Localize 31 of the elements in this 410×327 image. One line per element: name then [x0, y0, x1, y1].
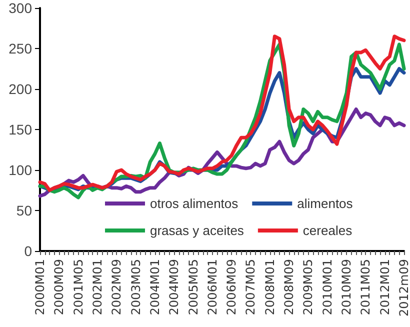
- x-tick-label: 2005M05: [186, 259, 200, 316]
- legend-label: otros alimentos: [150, 196, 239, 211]
- y-tick-label: 0: [24, 243, 32, 259]
- legend-label: grasas y aceites: [150, 223, 244, 238]
- x-tick-label: 2008M01: [262, 259, 277, 316]
- x-tick-label: 2001M05: [71, 259, 86, 316]
- x-tick-label: 2004M09: [167, 259, 182, 316]
- x-tick-label: 2010M09: [340, 259, 354, 316]
- x-tick-label: 2003M05: [128, 259, 143, 316]
- legend-label: alimentos: [297, 196, 354, 211]
- x-tick-label: 2006M09: [224, 259, 239, 316]
- y-tick-label: 300: [8, 0, 32, 16]
- x-tick-label: 2010M01: [320, 259, 334, 316]
- x-tick-label: 2008M09: [282, 259, 296, 316]
- y-tick-label: 250: [8, 40, 32, 56]
- x-tick-label: 2009M05: [301, 259, 316, 316]
- x-tick-label: 2012m09: [397, 259, 410, 316]
- y-tick-label: 150: [8, 122, 32, 138]
- legend-label: cereales: [302, 223, 353, 238]
- x-tick-label: 2012M01: [378, 259, 392, 316]
- x-tick-label: 2002M01: [90, 259, 104, 316]
- y-tick-label: 50: [16, 202, 32, 218]
- x-tick-label: 2006M01: [205, 259, 220, 316]
- x-tick-label: 2004M01: [148, 259, 162, 316]
- x-tick-label: 2011M05: [358, 259, 373, 316]
- x-tick-label: 2000M09: [52, 259, 66, 316]
- y-tick-label: 200: [8, 81, 32, 97]
- x-tick-label: 2000M01: [33, 259, 47, 316]
- x-tick-label: 2002M09: [110, 259, 124, 316]
- x-tick-label: 2007M05: [244, 259, 258, 316]
- y-tick-label: 100: [8, 162, 32, 178]
